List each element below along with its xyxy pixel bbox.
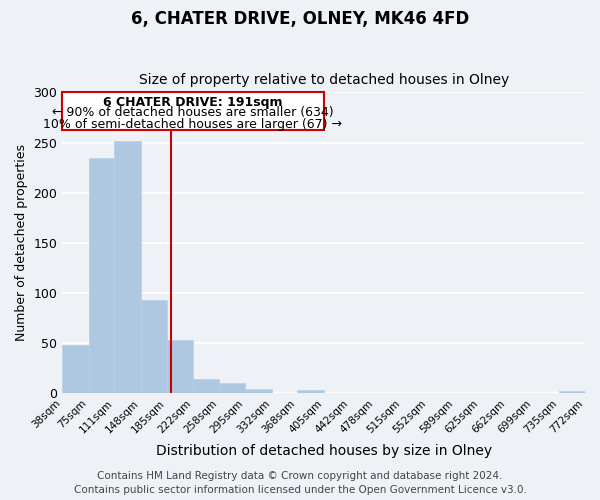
Bar xyxy=(193,380,219,394)
Text: ← 90% of detached houses are smaller (634): ← 90% of detached houses are smaller (63… xyxy=(52,106,334,120)
Text: 10% of semi-detached houses are larger (67) →: 10% of semi-detached houses are larger (… xyxy=(43,118,343,131)
Bar xyxy=(559,392,585,394)
Bar xyxy=(114,140,140,394)
Title: Size of property relative to detached houses in Olney: Size of property relative to detached ho… xyxy=(139,73,509,87)
Bar xyxy=(219,384,245,394)
Text: Contains HM Land Registry data © Crown copyright and database right 2024.
Contai: Contains HM Land Registry data © Crown c… xyxy=(74,471,526,495)
Y-axis label: Number of detached properties: Number of detached properties xyxy=(15,144,28,342)
Bar xyxy=(89,158,114,394)
Bar xyxy=(62,346,89,394)
Bar xyxy=(167,340,193,394)
Bar xyxy=(140,300,167,394)
Text: 6, CHATER DRIVE, OLNEY, MK46 4FD: 6, CHATER DRIVE, OLNEY, MK46 4FD xyxy=(131,10,469,28)
Bar xyxy=(62,92,323,130)
X-axis label: Distribution of detached houses by size in Olney: Distribution of detached houses by size … xyxy=(155,444,492,458)
Bar xyxy=(297,390,323,394)
Bar xyxy=(245,390,272,394)
Text: 6 CHATER DRIVE: 191sqm: 6 CHATER DRIVE: 191sqm xyxy=(103,96,283,109)
